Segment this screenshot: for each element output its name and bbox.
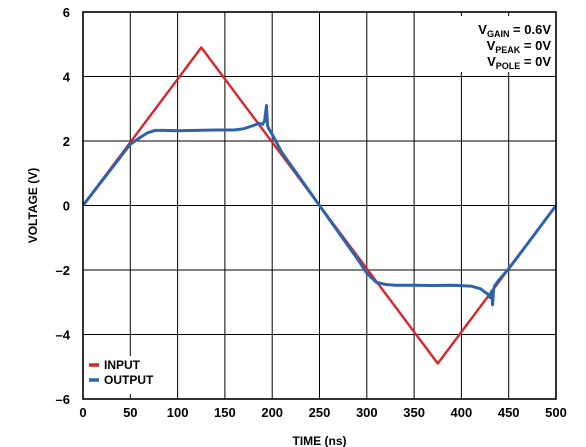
y-tick-label: –6 xyxy=(56,392,70,407)
x-tick-label: 0 xyxy=(79,405,86,420)
series-group xyxy=(81,46,558,365)
y-tick-label: 6 xyxy=(63,5,70,20)
y-tick-labels: –6 –4 –2 0 2 4 6 xyxy=(56,5,71,407)
x-tick-label: 400 xyxy=(451,405,473,420)
x-tick-label: 50 xyxy=(123,405,137,420)
x-tick-label: 200 xyxy=(261,405,283,420)
x-tick-label: 300 xyxy=(356,405,378,420)
x-tick-label: 250 xyxy=(309,405,331,420)
y-tick-label: –4 xyxy=(56,328,71,343)
y-tick-label: –2 xyxy=(56,263,70,278)
annotation-line: VPEAK = 0V xyxy=(487,38,552,55)
y-tick-label: 0 xyxy=(63,199,70,214)
x-tick-label: 100 xyxy=(167,405,189,420)
x-tick-label: 350 xyxy=(403,405,425,420)
y-axis-title: VOLTAGE (V) xyxy=(26,168,40,244)
series-line-output xyxy=(81,104,558,307)
plot-frame xyxy=(82,11,557,400)
legend-box xyxy=(87,356,173,394)
x-tick-labels: 0 50 100 150 200 250 300 350 400 450 500 xyxy=(79,405,566,420)
x-axis-title: TIME (ns) xyxy=(293,434,347,447)
grid xyxy=(83,12,556,399)
legend-label-output: OUTPUT xyxy=(104,373,154,387)
x-tick-label: 150 xyxy=(214,405,236,420)
annotation-box xyxy=(448,16,552,72)
legend-label-input: INPUT xyxy=(104,358,141,372)
y-tick-label: 4 xyxy=(63,70,71,85)
y-tick-label: 2 xyxy=(63,134,70,149)
x-tick-label: 500 xyxy=(545,405,567,420)
annotation-line: VGAIN = 0.6V xyxy=(478,22,551,39)
x-tick-label: 450 xyxy=(498,405,520,420)
annotation-line: VPOLE = 0V xyxy=(487,54,551,71)
